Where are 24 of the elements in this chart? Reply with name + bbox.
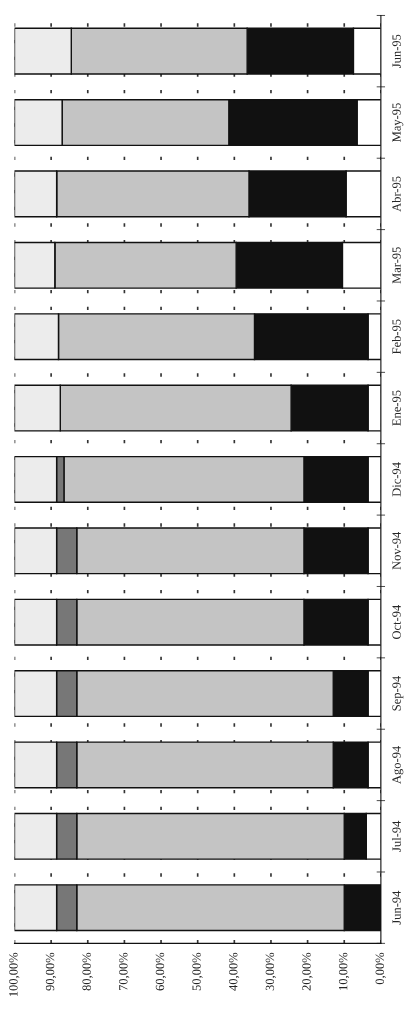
y-tick-label: Jul-94 [391,820,401,852]
y-tick-label: Oct-94 [392,605,401,640]
y-tick-label: Sep-94 [392,676,404,711]
y-tick-label: May-95 [392,103,404,142]
y-tick-label: Ene-95 [392,390,401,426]
x-tick-label: 20,00% [302,952,313,991]
y-tick-label: Abr-95 [391,176,401,212]
x-tick-label: 90,00% [45,952,57,991]
x-tick-label: 30,00% [265,952,276,991]
y-tick-label: Feb-95 [391,319,401,355]
y-tick-label: Ago-94 [392,746,404,784]
x-tick-label: 100,00% [9,952,20,997]
x-tick-label: 10,00% [338,952,350,990]
y-tick-label: Dic-94 [392,462,401,497]
y-tick-label: Jun-95 [392,34,401,68]
y-tick-label: Jun-94 [392,890,401,925]
x-tick-label: 0,00% [375,952,386,985]
x-tick-label: 80,00% [82,952,93,991]
y-tick-label: Nov-94 [392,531,401,570]
x-tick-label: 40,00% [229,952,240,991]
x-tick-label: 60,00% [155,952,166,991]
x-tick-label: 50,00% [192,952,203,991]
y-tick-label: Mar-95 [392,247,401,284]
x-tick-label: 70,00% [119,952,130,991]
